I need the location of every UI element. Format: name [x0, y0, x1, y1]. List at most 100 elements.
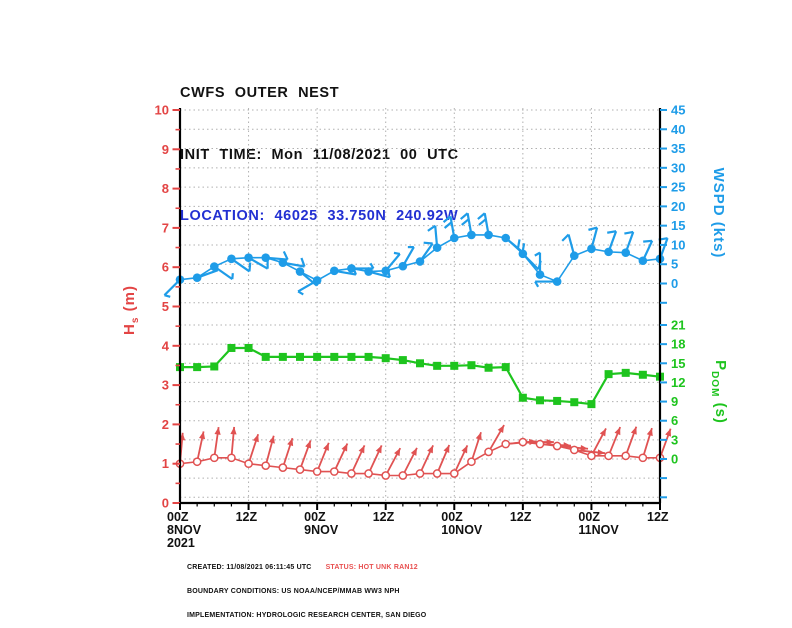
svg-text:25: 25 — [671, 180, 685, 195]
wave-direction-arrowhead — [252, 434, 259, 443]
pdom-marker — [433, 361, 442, 370]
pdom-marker — [570, 398, 579, 407]
wave-direction-arrowhead — [375, 445, 382, 454]
pdom-marker — [313, 352, 322, 361]
wave-direction-arrowhead — [305, 440, 312, 449]
wave-direction-arrowhead — [597, 449, 606, 456]
svg-text:0: 0 — [671, 452, 678, 467]
wave-direction-arrowhead — [341, 443, 348, 452]
pdom-marker — [398, 356, 407, 365]
wave-direction-arrowhead — [580, 444, 589, 452]
hs-marker — [432, 469, 442, 478]
hs-marker — [467, 457, 476, 467]
hs-marker — [244, 459, 253, 469]
hs-marker — [604, 451, 613, 461]
svg-text:12Z: 12Z — [510, 510, 532, 524]
svg-text:00Z: 00Z — [441, 510, 463, 524]
svg-text:15: 15 — [671, 356, 685, 371]
hs-marker — [329, 467, 339, 476]
hs-marker — [398, 471, 408, 480]
svg-text:00Z: 00Z — [167, 510, 189, 524]
hs-marker — [209, 453, 219, 463]
wspd-marker — [347, 264, 356, 273]
pdom-marker — [501, 363, 510, 372]
pdom-marker — [587, 400, 596, 409]
axes: 0123456789100510152025303540450369121518… — [155, 102, 686, 550]
chart-title: CWFS OUTER NEST — [180, 85, 340, 101]
svg-text:9: 9 — [162, 142, 169, 157]
svg-text:8NOV: 8NOV — [167, 523, 202, 537]
wspd-marker — [432, 243, 442, 252]
gridlines — [180, 108, 660, 503]
footer: CREATED: 11/08/2021 06:11:45 UTC STATUS: … — [187, 548, 426, 628]
wave-direction-arrowhead — [614, 427, 621, 436]
pdom-marker — [450, 361, 459, 370]
wspd-marker — [535, 270, 545, 279]
wspd-marker — [192, 273, 202, 283]
svg-text:5: 5 — [162, 299, 169, 314]
pdom-marker — [347, 352, 356, 361]
footer-status: STATUS: HOT UNK RAN12 — [325, 564, 418, 571]
wave-direction-arrowhead — [199, 431, 206, 440]
svg-text:0: 0 — [162, 496, 169, 511]
wspd-marker — [312, 276, 322, 285]
wspd-marker — [587, 244, 596, 254]
hs-marker — [278, 463, 288, 472]
footer-boundary: BOUNDARY CONDITIONS: US NOAA/NCEP/MMAB W… — [187, 588, 400, 595]
svg-text:10: 10 — [155, 103, 169, 118]
hs-marker — [587, 451, 596, 461]
title-block: CWFS OUTER NEST INIT TIME: Mon 11/08/202… — [180, 42, 459, 247]
wspd-marker — [449, 233, 459, 243]
wave-direction-arrowhead — [358, 445, 365, 454]
svg-text:5: 5 — [671, 257, 678, 272]
wspd-marker — [638, 256, 648, 266]
pdom-marker — [416, 359, 424, 368]
svg-text:10NOV: 10NOV — [441, 523, 483, 537]
footer-implementation: IMPLEMENTATION: HYDROLOGIC RESEARCH CENT… — [187, 612, 427, 619]
pdom-marker — [536, 396, 544, 405]
wspd-marker — [552, 277, 562, 286]
svg-text:1: 1 — [162, 456, 169, 471]
wspd-marker — [278, 258, 288, 267]
pdom-marker — [278, 352, 287, 361]
svg-text:12Z: 12Z — [236, 510, 258, 524]
hs-marker — [449, 469, 459, 478]
wspd-marker — [415, 257, 425, 266]
pdom-marker — [364, 352, 373, 361]
wave-direction-arrowhead — [427, 445, 434, 454]
svg-text:18: 18 — [671, 337, 685, 352]
hs-marker — [415, 469, 425, 478]
svg-text:4: 4 — [162, 338, 170, 353]
wspd-marker — [398, 261, 408, 271]
pdom-marker — [330, 352, 339, 361]
svg-text:35: 35 — [671, 141, 685, 156]
svg-text:3: 3 — [162, 378, 169, 393]
hs-marker — [312, 467, 322, 476]
hs-marker — [381, 471, 391, 480]
pdom-marker — [621, 368, 630, 377]
svg-text:12Z: 12Z — [647, 510, 669, 524]
wave-direction-arrowhead — [214, 427, 221, 435]
svg-text:45: 45 — [671, 102, 685, 117]
hs-series — [175, 424, 672, 480]
wave-direction-arrowhead — [410, 447, 417, 456]
wave-direction-arrowhead — [287, 438, 294, 447]
wspd-marker — [209, 262, 219, 271]
wave-direction-arrowhead — [630, 426, 637, 435]
svg-text:40: 40 — [671, 122, 685, 137]
cwfs-forecast-page: { "title": { "line1": "CWFS OUTER NEST",… — [121, 42, 729, 619]
wspd-marker — [295, 267, 305, 276]
svg-text:9: 9 — [671, 394, 678, 409]
wspd-marker — [261, 253, 271, 262]
wspd-series — [163, 212, 669, 298]
svg-text:2: 2 — [162, 417, 169, 432]
wave-direction-arrowhead — [323, 442, 329, 451]
pdom-marker — [296, 352, 304, 361]
wspd-marker — [244, 253, 253, 262]
pdom-marker — [210, 362, 219, 371]
pdom-marker — [484, 363, 493, 372]
svg-text:00Z: 00Z — [578, 510, 600, 524]
hs-marker — [569, 445, 579, 455]
hs-marker — [501, 439, 511, 449]
wspd-marker — [569, 251, 579, 261]
